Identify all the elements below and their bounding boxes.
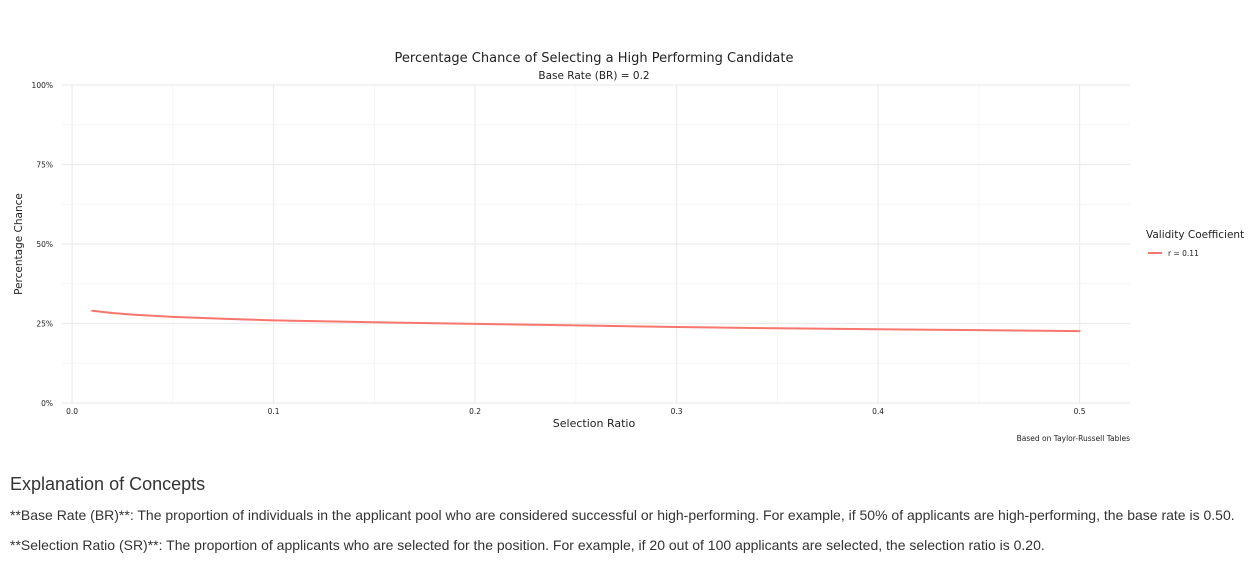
x-tick-label: 0.4 xyxy=(872,407,884,416)
x-tick-label: 0.5 xyxy=(1074,407,1086,416)
y-tick-label: 25% xyxy=(36,320,53,329)
y-tick-label: 100% xyxy=(32,81,53,90)
chart-caption: Based on Taylor-Russell Tables xyxy=(1017,434,1130,443)
y-tick-label: 50% xyxy=(36,240,53,249)
chart-title: Percentage Chance of Selecting a High Pe… xyxy=(395,51,794,66)
chart-subtitle: Base Rate (BR) = 0.2 xyxy=(538,70,649,82)
y-tick-label: 0% xyxy=(41,399,53,408)
explanation-heading: Explanation of Concepts xyxy=(10,474,206,494)
x-tick-label: 0.0 xyxy=(66,407,78,416)
y-tick-labels: 0% 25% 50% 75% 100% xyxy=(32,81,53,408)
base-rate-paragraph: **Base Rate (BR)**: The proportion of in… xyxy=(10,507,1235,523)
selection-ratio-paragraph: **Selection Ratio (SR)**: The proportion… xyxy=(10,537,1045,553)
grid-major xyxy=(62,84,1130,404)
explanation-section: Explanation of Concepts **Base Rate (BR)… xyxy=(10,474,1250,565)
series-line xyxy=(91,309,1081,333)
y-axis-label: Percentage Chance xyxy=(13,193,25,295)
y-tick-label: 75% xyxy=(36,161,53,170)
x-axis-label: Selection Ratio xyxy=(553,417,636,430)
legend-title: Validity Coefficient xyxy=(1146,229,1244,241)
x-tick-label: 0.3 xyxy=(671,407,683,416)
legend-label: r = 0.11 xyxy=(1168,249,1199,258)
x-tick-labels: 0.0 0.1 0.2 0.3 0.4 0.5 xyxy=(66,407,1086,416)
series-layer xyxy=(91,309,1081,333)
chart: 0% 25% 50% 75% 100% 0.0 0.1 0.2 0.3 0.4 0.5 Perce… xyxy=(13,51,1244,443)
x-tick-label: 0.1 xyxy=(268,407,280,416)
legend: Validity Coefficient r = 0.11 xyxy=(1146,229,1244,258)
x-tick-label: 0.2 xyxy=(469,407,481,416)
legend-items: r = 0.11 xyxy=(1148,249,1199,258)
